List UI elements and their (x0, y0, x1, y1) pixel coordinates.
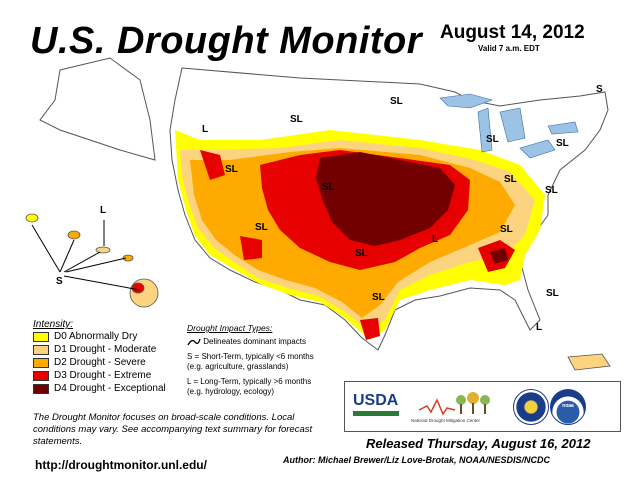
hawaii-impact-lines (31, 220, 141, 291)
impact-label: SL (225, 164, 238, 175)
legend-item: D0 Abnormally Dry (33, 330, 166, 343)
impact-short-term: S = Short-Term, typically <6 months (187, 352, 314, 361)
legend-swatch-d2 (33, 357, 49, 368)
ndmc-logo (418, 392, 490, 416)
impact-label: L (432, 234, 438, 245)
noaa-logo-text: noaa (562, 403, 574, 409)
author-credit: Author: Michael Brewer/Liz Love-Brotak, … (283, 455, 551, 465)
impact-label: SL (546, 288, 559, 299)
legend-item: D1 Drought - Moderate (33, 343, 166, 356)
impact-label: SL (390, 96, 403, 107)
impact-label: SL (500, 224, 513, 235)
legend-label: D4 Drought - Exceptional (54, 383, 166, 394)
noaa-logo: noaa (550, 389, 586, 425)
impact-label: S (596, 84, 603, 95)
map-title: U.S. Drought Monitor (30, 20, 423, 62)
impact-label: SL (556, 138, 569, 149)
impact-types-title: Drought Impact Types: (187, 323, 273, 333)
impact-types-legend: Drought Impact Types: Delineates dominan… (187, 323, 337, 402)
legend-label: D2 Drought - Severe (54, 357, 146, 368)
impact-label: L (202, 124, 208, 135)
impact-label: L (536, 322, 542, 333)
impact-long-term: L = Long-Term, typically >6 months (187, 377, 312, 386)
valid-time: Valid 7 a.m. EDT (478, 44, 540, 53)
alaska (39, 57, 156, 161)
usda-logo: USDA (353, 392, 399, 409)
puerto-rico (567, 353, 611, 371)
usda-logo-bar (353, 411, 399, 416)
legend-title: Intensity: (33, 319, 74, 330)
website-link[interactable]: http://droughtmonitor.unl.edu/ (35, 458, 207, 472)
legend-swatch-d3 (33, 370, 49, 381)
impact-label: SL (372, 292, 385, 303)
impact-delineates-row: Delineates dominant impacts (187, 337, 337, 347)
great-lakes (439, 93, 579, 159)
impact-long-term-row: L = Long-Term, typically >6 months (e.g.… (187, 377, 337, 397)
impact-label: SL (290, 114, 303, 125)
impact-label: SL (545, 185, 558, 196)
legend-item: D2 Drought - Severe (33, 356, 166, 369)
impact-label: L (100, 205, 106, 216)
impact-label: SL (322, 182, 335, 193)
impact-delineates: Delineates dominant impacts (203, 337, 306, 346)
impact-label: SL (255, 222, 268, 233)
ndmc-logo-text: National Drought Mitigation Center (411, 418, 481, 423)
release-date: Released Thursday, August 16, 2012 (366, 436, 591, 451)
impact-short-term-row: S = Short-Term, typically <6 months (e.g… (187, 352, 337, 372)
impact-label: SL (355, 248, 368, 259)
impact-short-term-examples: (e.g. agriculture, grasslands) (187, 362, 289, 371)
legend-label: D3 Drought - Extreme (54, 370, 152, 381)
legend-item: D4 Drought - Exceptional (33, 382, 166, 395)
partner-logos: USDA National Drought Mitigation Center … (344, 381, 621, 432)
impact-label: SL (486, 134, 499, 145)
map-date: August 14, 2012 (440, 22, 585, 43)
d4-area (316, 152, 508, 264)
commerce-seal-icon (513, 389, 549, 425)
hawaii (25, 213, 159, 308)
legend-swatch-d4 (33, 383, 49, 394)
legend-swatch-d1 (33, 344, 49, 355)
legend: D0 Abnormally Dry D1 Drought - Moderate … (33, 330, 166, 395)
impact-long-term-examples: (e.g. hydrology, ecology) (187, 387, 275, 396)
legend-swatch-d0 (33, 331, 49, 342)
impact-label: S (56, 276, 63, 287)
legend-label: D1 Drought - Moderate (54, 344, 157, 355)
legend-label: D0 Abnormally Dry (54, 331, 138, 342)
legend-item: D3 Drought - Extreme (33, 369, 166, 382)
impact-label: SL (504, 174, 517, 185)
boundary-line-icon (187, 338, 201, 346)
disclaimer-note: The Drought Monitor focuses on broad-sca… (33, 412, 313, 447)
